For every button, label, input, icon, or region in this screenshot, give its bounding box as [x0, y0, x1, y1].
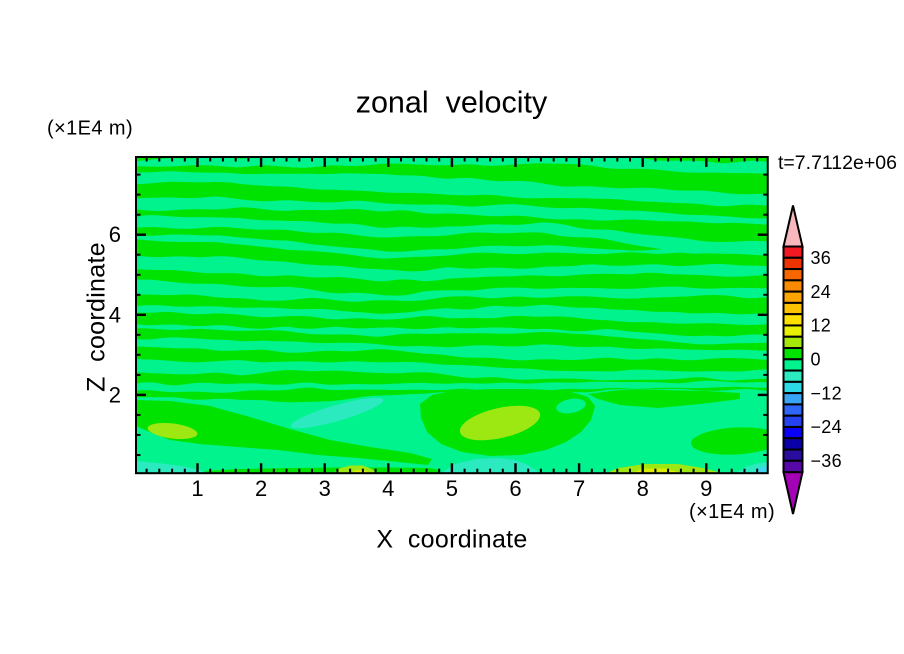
svg-text:1: 1 — [191, 476, 203, 501]
svg-text:4: 4 — [109, 302, 121, 327]
svg-text:6: 6 — [509, 476, 521, 501]
svg-text:4: 4 — [382, 476, 394, 501]
svg-text:6: 6 — [109, 222, 121, 247]
svg-text:7: 7 — [573, 476, 585, 501]
svg-text:8: 8 — [637, 476, 649, 501]
svg-text:24: 24 — [811, 282, 832, 302]
svg-text:9: 9 — [700, 476, 712, 501]
svg-text:5: 5 — [446, 476, 458, 501]
svg-text:zonal velocity: zonal velocity — [356, 86, 548, 120]
svg-text:Z coordinate: Z coordinate — [83, 242, 111, 392]
svg-text:2: 2 — [255, 476, 267, 501]
svg-text:X coordinate: X coordinate — [376, 526, 527, 554]
svg-text:12: 12 — [811, 316, 832, 336]
svg-text:(×1E4 m): (×1E4 m) — [689, 501, 775, 523]
svg-text:−12: −12 — [811, 383, 842, 403]
svg-text:(×1E4 m): (×1E4 m) — [47, 118, 133, 140]
svg-text:−36: −36 — [811, 451, 842, 471]
svg-text:0: 0 — [811, 350, 821, 370]
svg-text:3: 3 — [319, 476, 331, 501]
svg-text:2: 2 — [109, 382, 121, 407]
svg-text:t=7.7112e+06: t=7.7112e+06 — [778, 152, 897, 174]
svg-text:36: 36 — [811, 248, 832, 268]
svg-text:−24: −24 — [811, 417, 842, 437]
